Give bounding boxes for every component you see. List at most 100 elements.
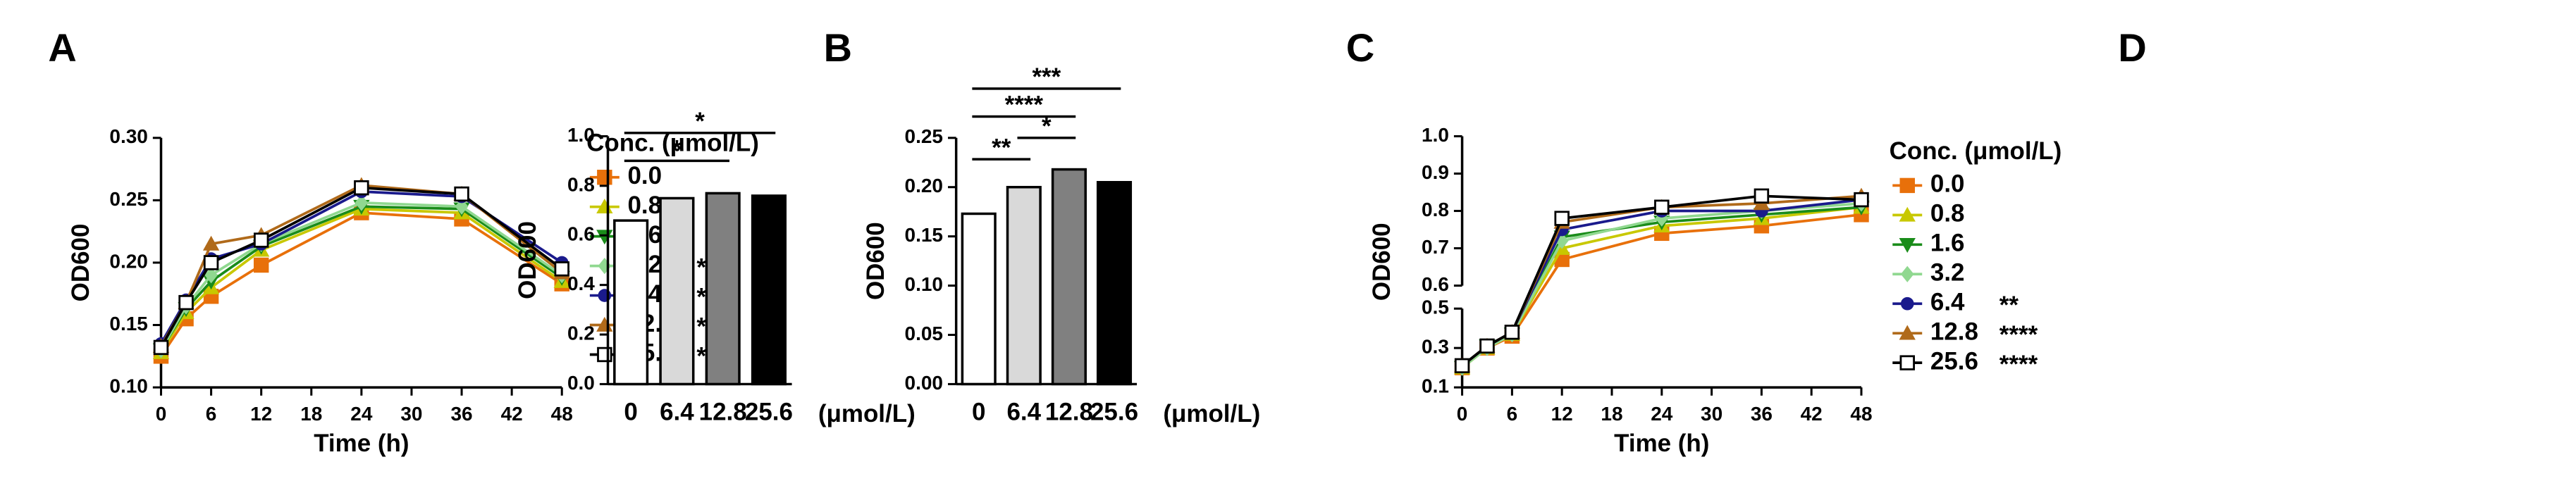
bar	[613, 219, 649, 386]
x-tick-label: 48	[1850, 403, 1872, 425]
bar	[659, 196, 695, 386]
y-tick-label: 0.20	[905, 175, 943, 196]
y-tick-label: 0.15	[109, 313, 147, 335]
significance-label: **	[992, 134, 1011, 161]
panel-label: B	[824, 25, 852, 70]
y-axis-title: OD600	[862, 222, 889, 300]
data-point	[1504, 325, 1520, 340]
x-tick-label: 48	[551, 403, 573, 425]
legend-label: 0.8	[627, 192, 662, 219]
x-tick-label: 0	[972, 399, 985, 426]
x-tick-label: 12	[1551, 403, 1573, 425]
y-tick-label: 1.0	[1422, 124, 1449, 146]
x-tick-label: 0	[156, 403, 167, 425]
legend-label: 6.4	[1930, 288, 1965, 315]
data-point	[355, 194, 369, 211]
x-tick-label: 0	[1457, 403, 1468, 425]
data-point	[203, 255, 219, 270]
y-tick-label: 0.1	[1422, 375, 1449, 396]
legend-marker	[598, 289, 612, 302]
bar	[961, 212, 997, 386]
legend-marker	[597, 170, 612, 185]
x-tick-label: 42	[1801, 403, 1823, 425]
y-tick-label: 0.20	[109, 250, 147, 272]
legend-marker	[598, 257, 612, 275]
legend-label: 25.6	[1930, 347, 1978, 375]
legend-marker	[1899, 355, 1915, 370]
legend-marker	[1900, 265, 1914, 282]
data-point	[1554, 211, 1570, 226]
legend-significance: ****	[1999, 351, 2038, 378]
y-axis-title: OD600	[67, 224, 94, 302]
bar	[705, 192, 741, 386]
x-axis-title: Time (h)	[314, 430, 409, 457]
y-tick-label: 0.25	[905, 125, 943, 147]
panel-label: A	[48, 25, 76, 70]
data-point	[204, 267, 218, 284]
y-tick-label: 1.0	[567, 124, 595, 146]
data-point	[554, 261, 569, 277]
x-axis-title: (μmol/L)	[1163, 400, 1260, 427]
x-tick-label: 18	[300, 403, 322, 425]
x-tick-label: 12.8	[699, 399, 747, 426]
legend-label: 0.8	[1930, 200, 1965, 227]
y-tick-label: 0.4	[567, 273, 595, 294]
y-tick-label: 0.8	[1422, 199, 1449, 220]
legend-marker	[1899, 206, 1916, 222]
legend-marker	[1899, 237, 1916, 253]
x-tick-label: 12	[250, 403, 272, 425]
bar	[751, 194, 787, 386]
data-point	[1754, 188, 1770, 204]
x-tick-label: 6.4	[1007, 399, 1042, 426]
x-tick-label: 6	[206, 403, 217, 425]
x-tick-label: 30	[1701, 403, 1723, 425]
y-tick-label: 0.5	[1422, 296, 1449, 318]
x-tick-label: 24	[1651, 403, 1673, 425]
y-axis-title: OD600	[514, 221, 541, 299]
bar	[1051, 168, 1087, 386]
legend-marker	[1900, 296, 1914, 311]
x-tick-label: 36	[1751, 403, 1773, 425]
x-tick-label: 6.4	[660, 399, 694, 426]
legend-significance: ****	[1999, 321, 2038, 349]
x-tick-label: 12.8	[1045, 399, 1093, 426]
data-point	[253, 257, 269, 273]
y-tick-label: 0.8	[567, 173, 595, 195]
y-axis-title: OD600	[1368, 223, 1395, 301]
significance-label: *	[1042, 113, 1052, 140]
bar	[1096, 180, 1133, 386]
y-tick-label: 0.25	[109, 188, 147, 210]
x-tick-label: 30	[400, 403, 422, 425]
significance-label: ***	[1032, 63, 1061, 91]
legend-marker	[1899, 325, 1916, 340]
y-tick-label: 0.0	[567, 372, 595, 394]
series-line	[159, 205, 563, 351]
significance-label: ****	[1005, 92, 1044, 119]
data-point	[1854, 192, 1869, 208]
data-point	[153, 339, 169, 356]
panel-label: C	[1346, 25, 1374, 70]
y-tick-label: 0.10	[905, 273, 943, 295]
data-point	[178, 294, 194, 311]
data-point	[1654, 199, 1670, 215]
legend-label: 3.2	[1930, 258, 1965, 286]
data-point	[202, 235, 220, 251]
x-tick-label: 36	[450, 403, 472, 425]
series-line	[159, 207, 563, 354]
legend-label: 12.8	[1930, 318, 1978, 345]
legend-label: 0.0	[1930, 170, 1965, 198]
legend-title: Conc. (μmol/L)	[1890, 137, 2062, 165]
bar	[1006, 185, 1042, 386]
x-tick-label: 18	[1601, 403, 1622, 425]
y-tick-label: 0.7	[1422, 236, 1449, 258]
y-tick-label: 0.15	[905, 224, 943, 246]
significance-label: *	[672, 136, 682, 163]
significance-label: *	[695, 108, 705, 135]
data-point	[454, 186, 469, 202]
legend-marker	[597, 346, 612, 363]
y-tick-label: 0.6	[1422, 273, 1449, 295]
x-tick-label: 0	[624, 399, 637, 426]
x-tick-label: 24	[350, 403, 373, 425]
y-tick-label: 0.9	[1422, 161, 1449, 183]
x-tick-label: 42	[501, 403, 523, 425]
